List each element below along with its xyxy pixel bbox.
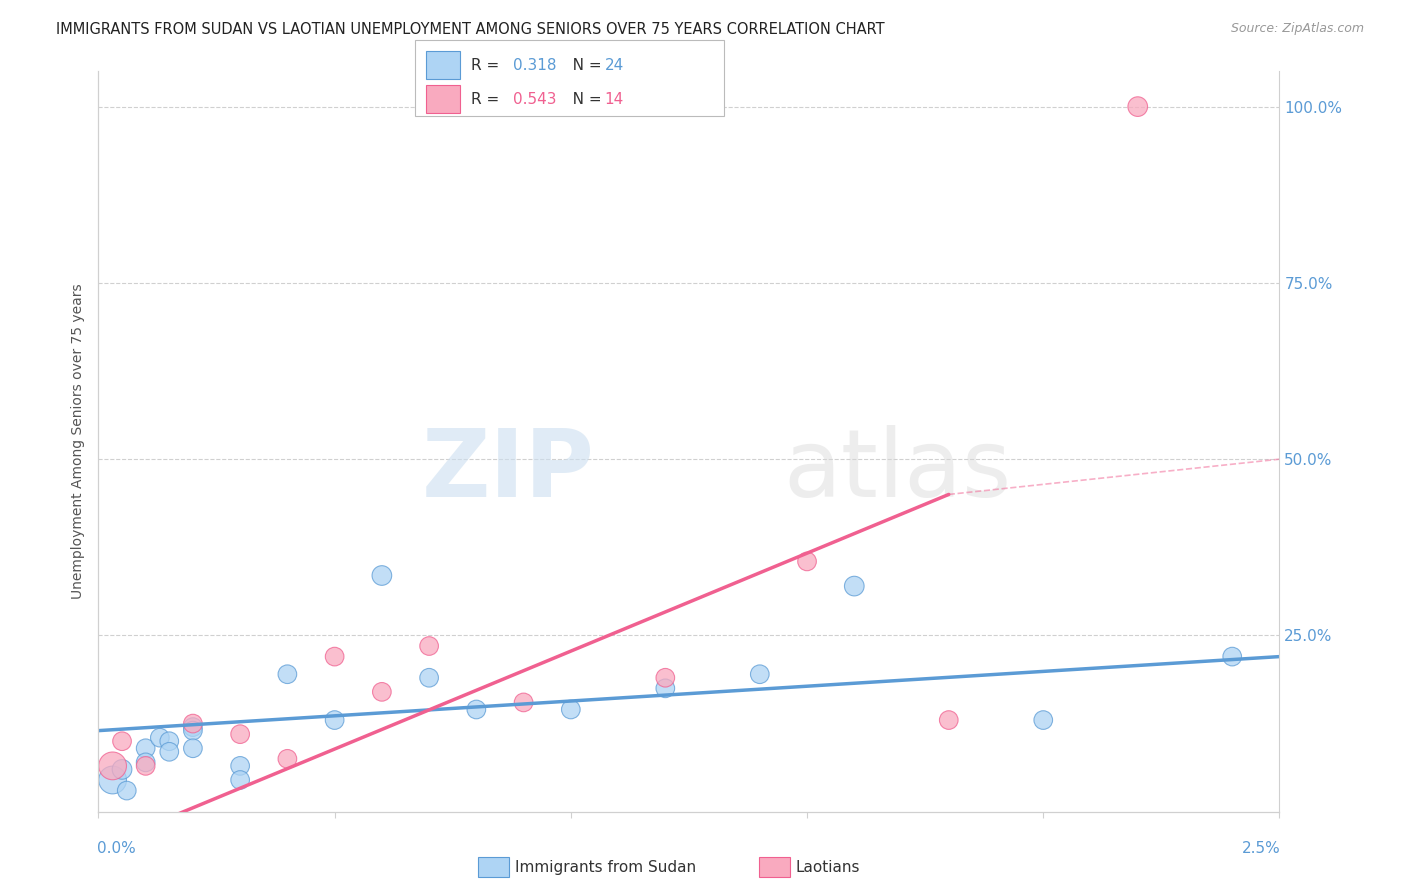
Point — [135, 759, 157, 773]
Point — [796, 554, 818, 568]
Point — [748, 667, 770, 681]
Point — [938, 713, 960, 727]
Text: atlas: atlas — [783, 425, 1012, 517]
Point — [323, 649, 346, 664]
Point — [157, 745, 180, 759]
Text: R =: R = — [471, 92, 505, 106]
Point — [371, 568, 394, 582]
Point — [115, 783, 138, 797]
Point — [101, 759, 124, 773]
Point — [654, 681, 676, 696]
Text: Immigrants from Sudan: Immigrants from Sudan — [515, 860, 696, 874]
Point — [101, 772, 124, 787]
Point — [560, 702, 582, 716]
Point — [229, 759, 252, 773]
Point — [181, 716, 204, 731]
Point — [229, 772, 252, 787]
Point — [276, 667, 298, 681]
Point — [418, 671, 440, 685]
Point — [111, 734, 134, 748]
Point — [1220, 649, 1243, 664]
Point — [465, 702, 488, 716]
Point — [181, 720, 204, 734]
Text: 0.543: 0.543 — [513, 92, 557, 106]
Text: Source: ZipAtlas.com: Source: ZipAtlas.com — [1230, 22, 1364, 36]
Text: 14: 14 — [605, 92, 624, 106]
Point — [323, 713, 346, 727]
Text: 24: 24 — [605, 58, 624, 72]
Point — [512, 695, 534, 709]
Text: ZIP: ZIP — [422, 425, 595, 517]
Point — [276, 752, 298, 766]
Point — [181, 723, 204, 738]
Text: R =: R = — [471, 58, 505, 72]
Point — [149, 731, 172, 745]
Point — [157, 734, 180, 748]
Point — [418, 639, 440, 653]
Text: N =: N = — [558, 92, 606, 106]
Text: 2.5%: 2.5% — [1241, 841, 1281, 856]
Point — [1126, 100, 1149, 114]
Point — [1032, 713, 1054, 727]
Point — [135, 741, 157, 756]
Point — [111, 763, 134, 777]
Point — [844, 579, 866, 593]
Text: IMMIGRANTS FROM SUDAN VS LAOTIAN UNEMPLOYMENT AMONG SENIORS OVER 75 YEARS CORREL: IMMIGRANTS FROM SUDAN VS LAOTIAN UNEMPLO… — [56, 22, 884, 37]
Text: 0.318: 0.318 — [513, 58, 557, 72]
Text: Laotians: Laotians — [796, 860, 860, 874]
Text: 0.0%: 0.0% — [97, 841, 136, 856]
Point — [229, 727, 252, 741]
Point — [135, 756, 157, 770]
Point — [181, 741, 204, 756]
Y-axis label: Unemployment Among Seniors over 75 years: Unemployment Among Seniors over 75 years — [72, 284, 86, 599]
Text: N =: N = — [558, 58, 606, 72]
Point — [654, 671, 676, 685]
Point — [371, 685, 394, 699]
